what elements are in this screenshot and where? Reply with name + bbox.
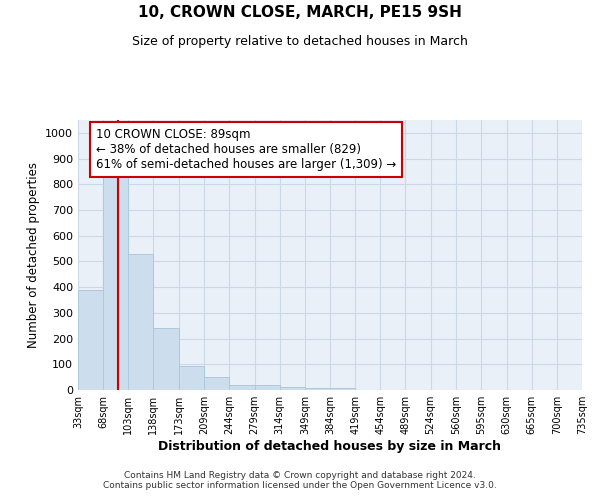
X-axis label: Distribution of detached houses by size in March: Distribution of detached houses by size … bbox=[158, 440, 502, 453]
Text: Size of property relative to detached houses in March: Size of property relative to detached ho… bbox=[132, 35, 468, 48]
Bar bbox=[205, 377, 229, 390]
Text: 10, CROWN CLOSE, MARCH, PE15 9SH: 10, CROWN CLOSE, MARCH, PE15 9SH bbox=[138, 5, 462, 20]
Bar bbox=[154, 328, 179, 390]
Bar bbox=[103, 177, 128, 390]
Text: 10 CROWN CLOSE: 89sqm
← 38% of detached houses are smaller (829)
61% of semi-det: 10 CROWN CLOSE: 89sqm ← 38% of detached … bbox=[95, 128, 396, 171]
Bar bbox=[280, 386, 305, 390]
Bar bbox=[330, 388, 355, 390]
Bar bbox=[78, 290, 103, 390]
Text: Contains HM Land Registry data © Crown copyright and database right 2024.
Contai: Contains HM Land Registry data © Crown c… bbox=[103, 470, 497, 490]
Bar bbox=[305, 388, 330, 390]
Bar bbox=[128, 254, 154, 390]
Bar bbox=[179, 366, 205, 390]
Y-axis label: Number of detached properties: Number of detached properties bbox=[26, 162, 40, 348]
Bar bbox=[254, 386, 280, 390]
Bar bbox=[229, 385, 254, 390]
